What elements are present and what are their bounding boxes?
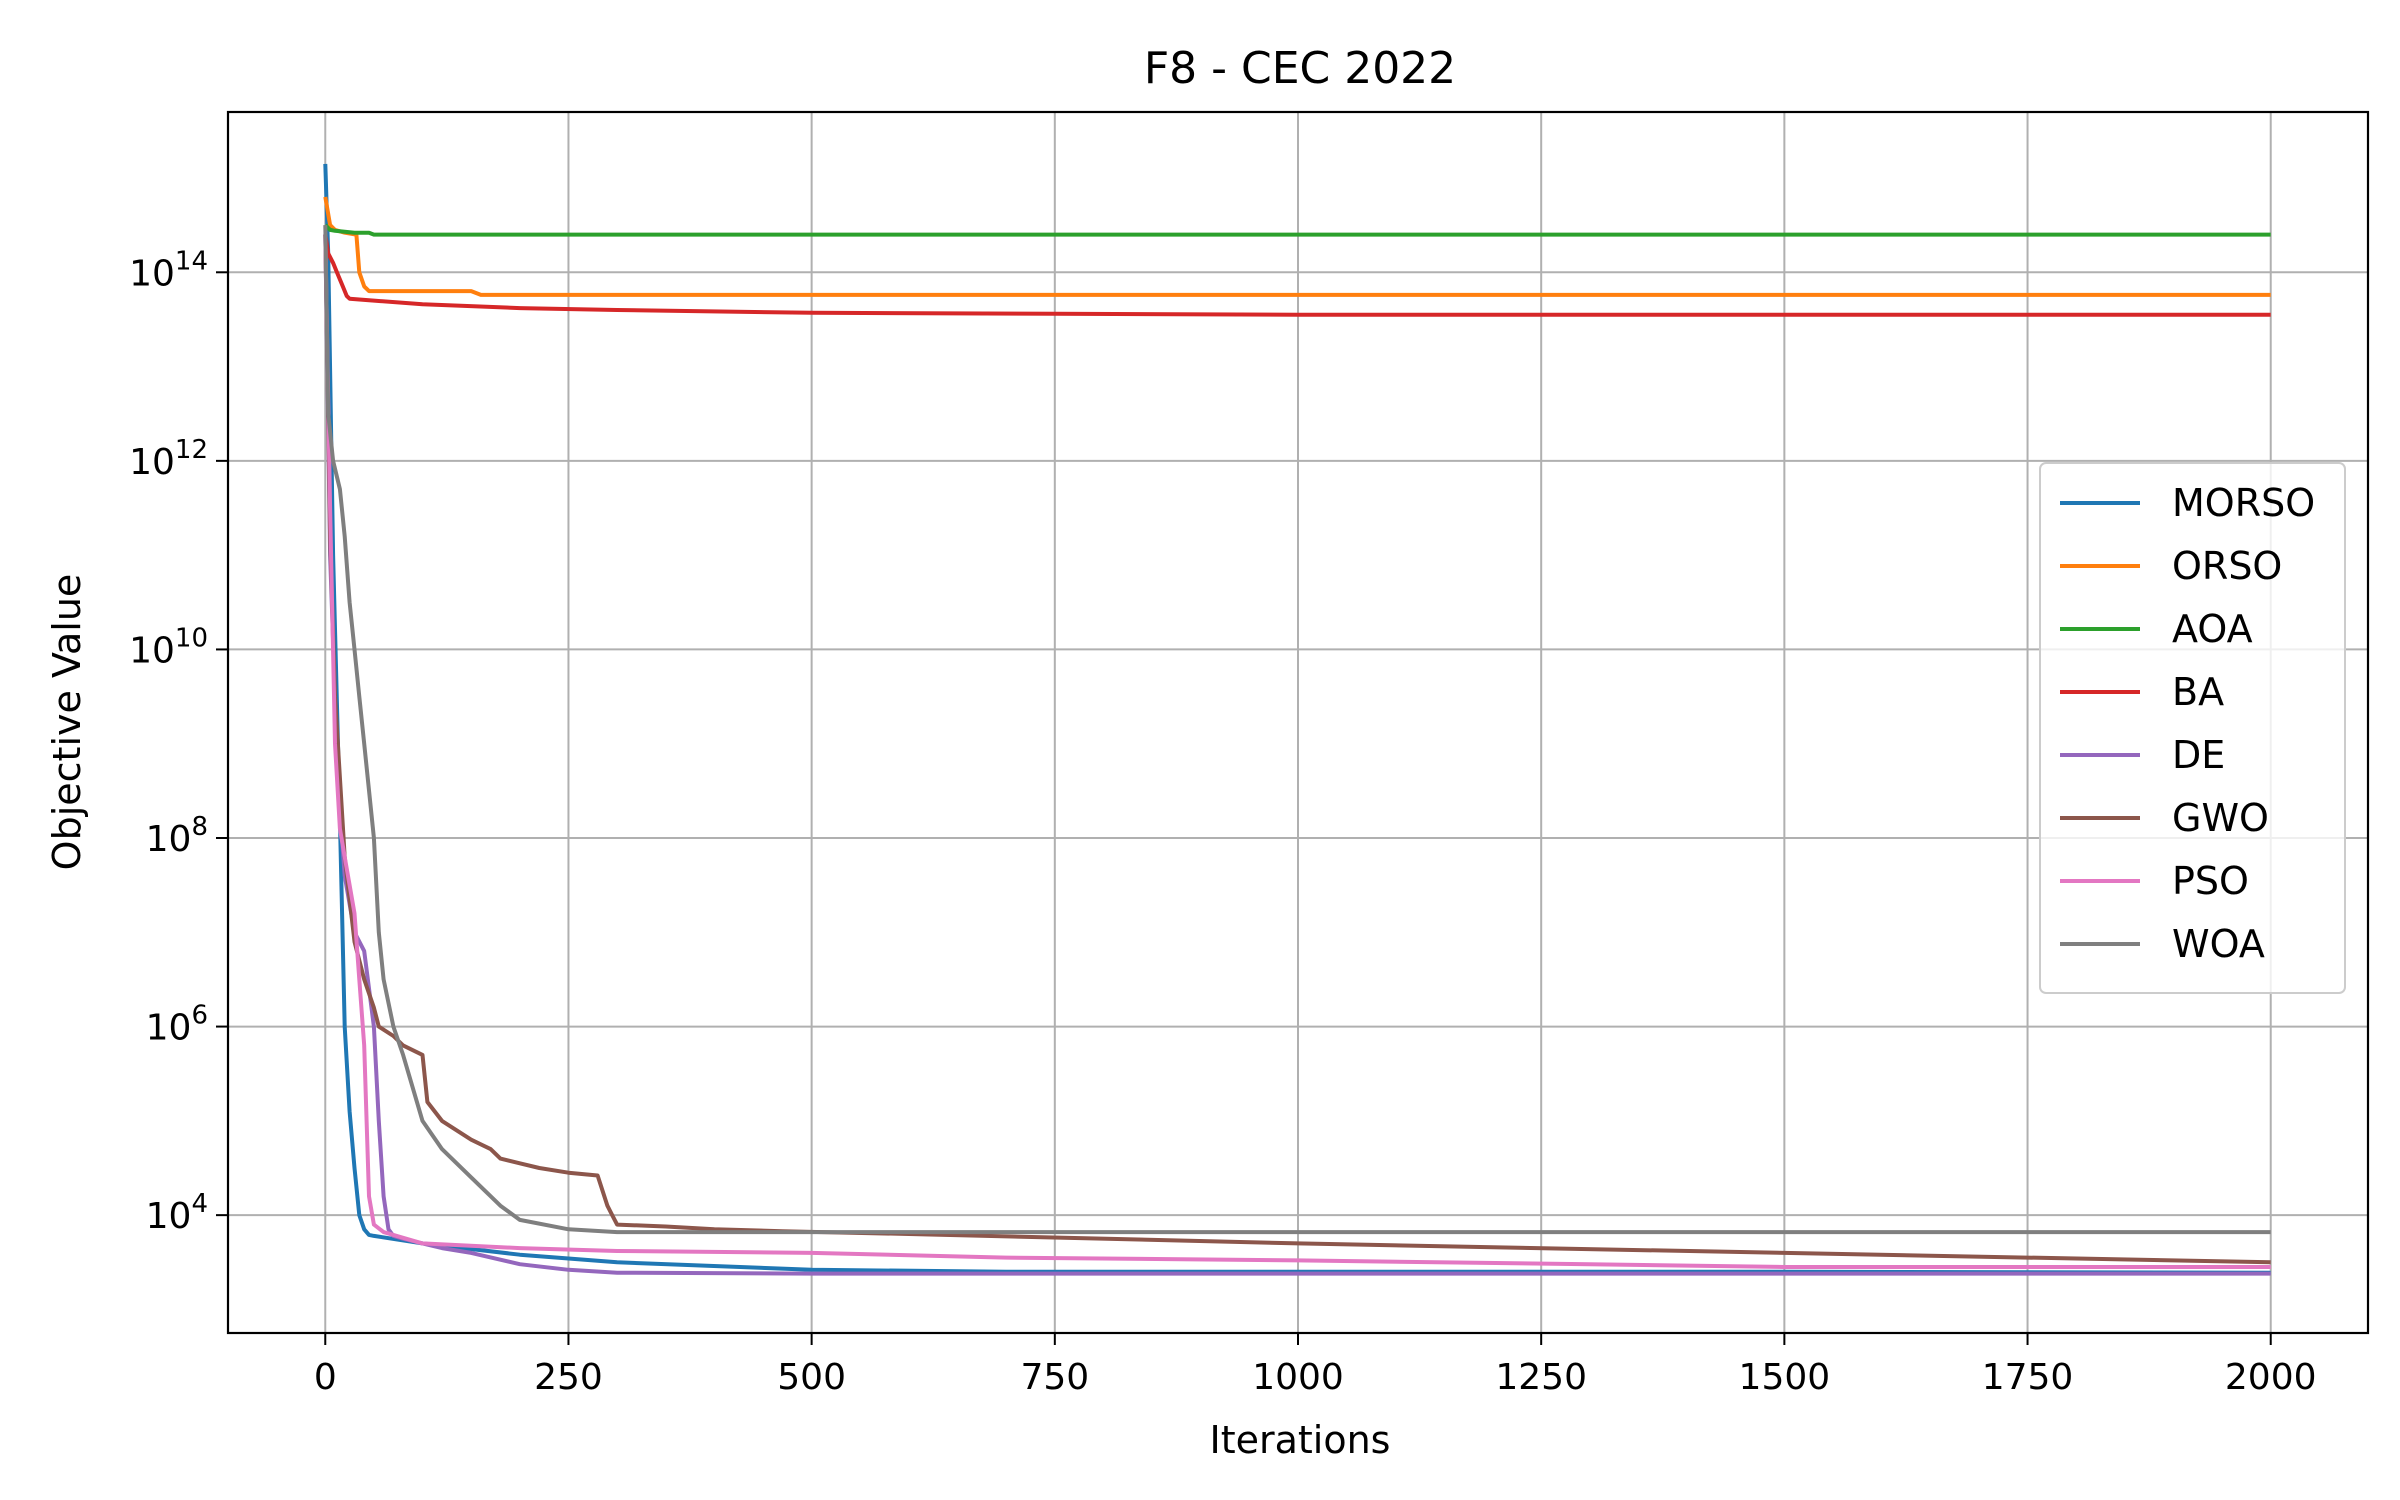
legend-label: GWO — [2172, 796, 2269, 840]
series-line-gwo — [323, 234, 2271, 1265]
y-tick-label: 104 — [146, 1189, 208, 1237]
x-tick-label: 2000 — [2225, 1357, 2317, 1398]
legend-label: AOA — [2172, 607, 2253, 651]
x-tick-label: 0 — [314, 1357, 337, 1398]
x-tick-label: 1250 — [1495, 1357, 1587, 1398]
y-tick-label: 1012 — [129, 435, 208, 483]
legend: MORSO ORSO AOA BA DE GWO PSO WOA — [2039, 462, 2346, 994]
legend-label: PSO — [2172, 859, 2249, 903]
x-tick-label: 500 — [777, 1357, 846, 1398]
series-line-woa — [323, 225, 2271, 1235]
series-line-ba — [323, 234, 2271, 317]
y-tick-label: 1014 — [129, 246, 208, 294]
x-tick-label: 250 — [534, 1357, 603, 1398]
chart-title: F8 - CEC 2022 — [1144, 43, 1456, 94]
legend-label: WOA — [2172, 922, 2265, 966]
legend-box — [2039, 462, 2346, 994]
x-tick-label: 1000 — [1252, 1357, 1344, 1398]
legend-label: ORSO — [2172, 544, 2282, 588]
series-line-pso — [323, 234, 2271, 1269]
x-tick-label: 1750 — [1982, 1357, 2074, 1398]
y-tick-label: 106 — [146, 1001, 208, 1049]
legend-label: DE — [2172, 733, 2225, 777]
x-tick-label: 750 — [1020, 1357, 1089, 1398]
x-axis-label: Iterations — [1210, 1418, 1391, 1462]
y-axis-ticks: 104 106 108 1010 1012 1014 — [129, 246, 228, 1237]
x-axis-ticks: 0 250 500 750 1000 1250 1500 1750 2000 — [314, 1333, 2317, 1398]
series-lines — [323, 163, 2271, 1276]
series-line-aoa — [323, 223, 2271, 237]
legend-label: BA — [2172, 670, 2224, 714]
legend-label: MORSO — [2172, 481, 2315, 525]
y-axis-label: Objective Value — [45, 574, 89, 871]
x-tick-label: 1500 — [1739, 1357, 1831, 1398]
y-tick-label: 1010 — [129, 623, 208, 671]
y-tick-label: 108 — [146, 812, 208, 860]
